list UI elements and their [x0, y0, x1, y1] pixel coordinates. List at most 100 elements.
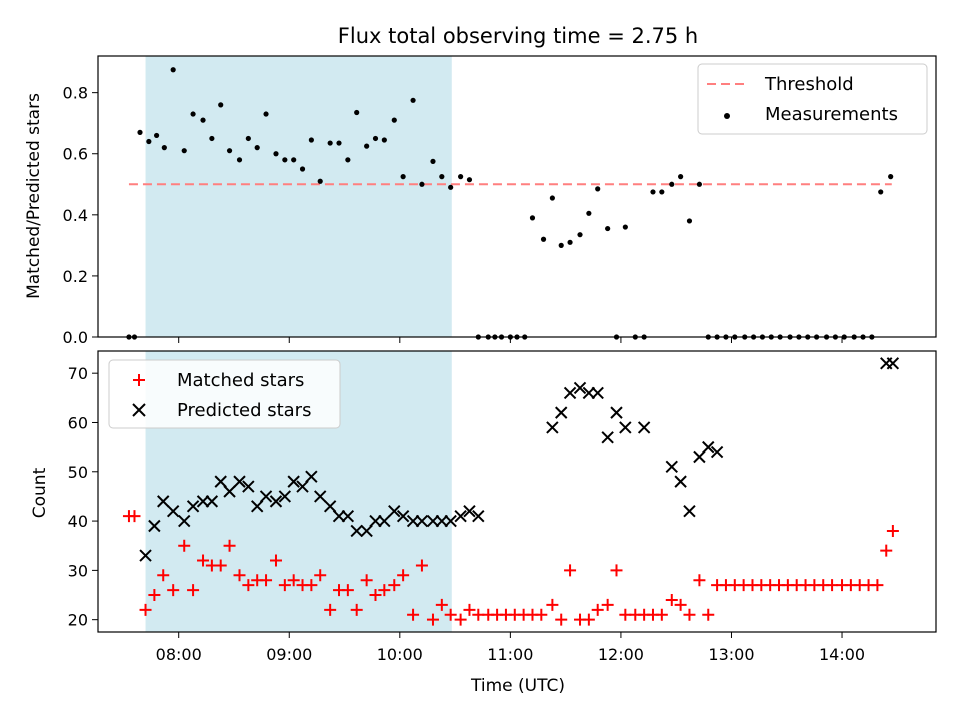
- bottom-axes-frame: [97, 350, 937, 633]
- bottom-x-tick-label: 12:00: [598, 645, 644, 664]
- bottom-y-tick-label: 20: [68, 611, 88, 630]
- bottom-y-axis-label: Count: [30, 467, 50, 518]
- predicted-star-point: [601, 431, 614, 444]
- predicted-star-point: [250, 500, 264, 513]
- measurement-point: [372, 135, 379, 142]
- measurement-point: [586, 210, 592, 216]
- predicted-star-point: [472, 509, 485, 523]
- matched-star-point: [214, 559, 227, 572]
- matched-star-point: [157, 569, 170, 582]
- bottom-x-tick-label: 10:00: [377, 645, 423, 664]
- measurement-point: [529, 215, 536, 221]
- predicted-star-point: [463, 505, 476, 518]
- predicted-star-point: [178, 514, 191, 528]
- matched-stars-points: [122, 510, 899, 626]
- measurement-point: [650, 189, 656, 195]
- matched-star-point: [426, 613, 439, 626]
- matched-star-point: [871, 579, 884, 592]
- matched-star-point: [555, 613, 568, 626]
- top-legend: Threshold Measurements: [697, 63, 928, 135]
- bottom-y-tick-label: 60: [68, 413, 88, 432]
- matched-star-point: [223, 539, 236, 552]
- measurement-point: [336, 140, 342, 146]
- predicted-star-point: [619, 421, 632, 434]
- matched-star-point: [435, 598, 448, 611]
- predicted-star-point: [259, 490, 273, 503]
- predicted-star-point: [166, 505, 180, 518]
- measurement-point: [317, 178, 323, 184]
- bottom-y-tick-label: 40: [68, 512, 88, 531]
- measurement-point: [669, 181, 675, 187]
- predicted-star-point: [693, 450, 706, 464]
- bottom-y-tick-label: 30: [68, 561, 88, 580]
- top-x-ticks: [178, 337, 843, 343]
- predicted-star-point: [214, 475, 227, 488]
- matched-star-point: [880, 544, 893, 557]
- measurement-point: [263, 111, 269, 117]
- matched-star-point: [564, 564, 577, 577]
- predicted-star-point: [314, 490, 327, 503]
- predicted-star-point: [546, 421, 559, 434]
- bottom-y-tick-label: 70: [68, 364, 88, 383]
- bottom-x-tick-label: 09:00: [266, 645, 312, 664]
- predicted-star-point: [582, 386, 596, 400]
- top-y-axis-label: Matched/Predicted stars: [24, 93, 44, 299]
- measurement-point: [448, 184, 454, 190]
- predicted-star-point: [305, 470, 318, 483]
- predicted-star-point: [287, 475, 300, 488]
- predicted-star-point: [296, 480, 309, 493]
- matched-star-point: [702, 608, 715, 621]
- measurement-point: [291, 157, 297, 163]
- measurement-point: [282, 157, 288, 163]
- matched-star-point: [886, 524, 899, 537]
- measurement-point: [888, 174, 894, 180]
- measurement-point: [659, 189, 665, 195]
- matched-star-point: [260, 574, 273, 587]
- measurement-point: [200, 117, 206, 123]
- predicted-star-point: [683, 505, 696, 518]
- bottom-legend-box: [108, 359, 341, 429]
- legend-measurements-label: Measurements: [765, 104, 898, 125]
- bottom-panel: 20 30 40 50 60 70 08:00 09:00 10:00 11:00 12:00 13…: [30, 350, 937, 696]
- x-axis-label: Time (UTC): [470, 676, 565, 696]
- predicted-star-point: [157, 495, 170, 508]
- predicted-star-point: [637, 421, 651, 434]
- measurement-point: [308, 137, 314, 143]
- measurement-point: [170, 67, 176, 73]
- predicted-star-point: [139, 549, 152, 562]
- predicted-star-point: [426, 514, 440, 528]
- matched-star-point: [233, 569, 246, 582]
- matched-star-point: [128, 510, 141, 523]
- legend-predicted-swatch: [132, 403, 146, 417]
- predicted-star-point: [444, 514, 457, 528]
- measurement-points: [126, 67, 894, 340]
- predicted-star-point: [242, 480, 255, 493]
- measurement-point: [678, 174, 684, 180]
- top-axes-frame: [97, 55, 937, 338]
- measurement-point: [254, 145, 260, 151]
- bottom-x-tick-label: 14:00: [819, 645, 865, 664]
- predicted-star-point: [332, 509, 346, 523]
- predicted-star-point: [710, 445, 724, 459]
- matched-star-point: [197, 554, 210, 567]
- matched-star-point: [388, 579, 401, 592]
- predicted-star-point: [563, 386, 577, 400]
- measurement-point: [696, 181, 703, 187]
- matched-star-point: [407, 608, 420, 621]
- matched-star-point: [397, 569, 410, 582]
- predicted-star-point: [378, 514, 391, 528]
- matched-star-point: [463, 603, 476, 616]
- measurement-point: [364, 143, 370, 149]
- matched-star-point: [683, 608, 696, 621]
- predicted-star-point: [341, 509, 355, 523]
- measurement-point: [439, 174, 445, 180]
- measurement-point: [622, 224, 628, 230]
- measurement-point: [577, 232, 583, 238]
- predicted-star-point: [886, 357, 900, 370]
- measurement-point: [430, 158, 436, 164]
- measurement-point: [381, 137, 387, 143]
- measurement-point: [410, 97, 416, 103]
- matched-star-point: [674, 598, 687, 611]
- top-y-tick-label: 0.0: [63, 328, 88, 347]
